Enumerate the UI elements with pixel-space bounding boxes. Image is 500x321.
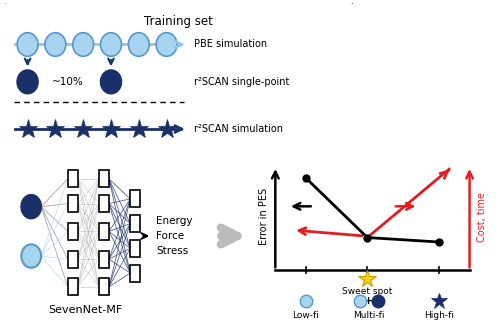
Text: SevenNet-MF: SevenNet-MF	[48, 305, 123, 315]
Text: Training set: Training set	[144, 15, 213, 28]
Bar	[99, 223, 109, 240]
Circle shape	[100, 33, 121, 56]
Circle shape	[17, 33, 38, 56]
Circle shape	[73, 33, 94, 56]
Bar	[99, 278, 109, 295]
Bar	[68, 251, 78, 268]
Bar	[130, 215, 140, 232]
Text: Cost, time: Cost, time	[478, 192, 488, 242]
Bar	[99, 195, 109, 212]
Bar	[68, 278, 78, 295]
Bar	[68, 223, 78, 240]
Text: PBE simulation: PBE simulation	[194, 39, 268, 49]
Circle shape	[100, 70, 121, 94]
Bar	[99, 170, 109, 187]
Bar	[130, 190, 140, 207]
Bar	[99, 251, 109, 268]
Bar	[68, 195, 78, 212]
Text: Low-fi: Low-fi	[292, 311, 320, 320]
Bar	[130, 240, 140, 257]
Text: +: +	[364, 296, 374, 307]
Bar	[130, 265, 140, 282]
Text: High-fi: High-fi	[424, 311, 454, 320]
Circle shape	[156, 33, 177, 56]
Text: Error in PES: Error in PES	[259, 188, 269, 245]
Circle shape	[45, 33, 66, 56]
Circle shape	[128, 33, 149, 56]
Text: Energy
Force
Stress: Energy Force Stress	[156, 216, 192, 256]
Circle shape	[22, 244, 41, 268]
Text: Sweet spot: Sweet spot	[342, 288, 392, 297]
Bar	[68, 170, 78, 187]
Circle shape	[17, 70, 38, 94]
Text: r²SCAN single-point: r²SCAN single-point	[194, 77, 290, 87]
Text: ~10%: ~10%	[52, 77, 84, 87]
FancyBboxPatch shape	[2, 1, 356, 166]
Text: r²SCAN simulation: r²SCAN simulation	[194, 124, 284, 134]
Circle shape	[22, 195, 41, 218]
Text: Multi-fi: Multi-fi	[353, 311, 384, 320]
